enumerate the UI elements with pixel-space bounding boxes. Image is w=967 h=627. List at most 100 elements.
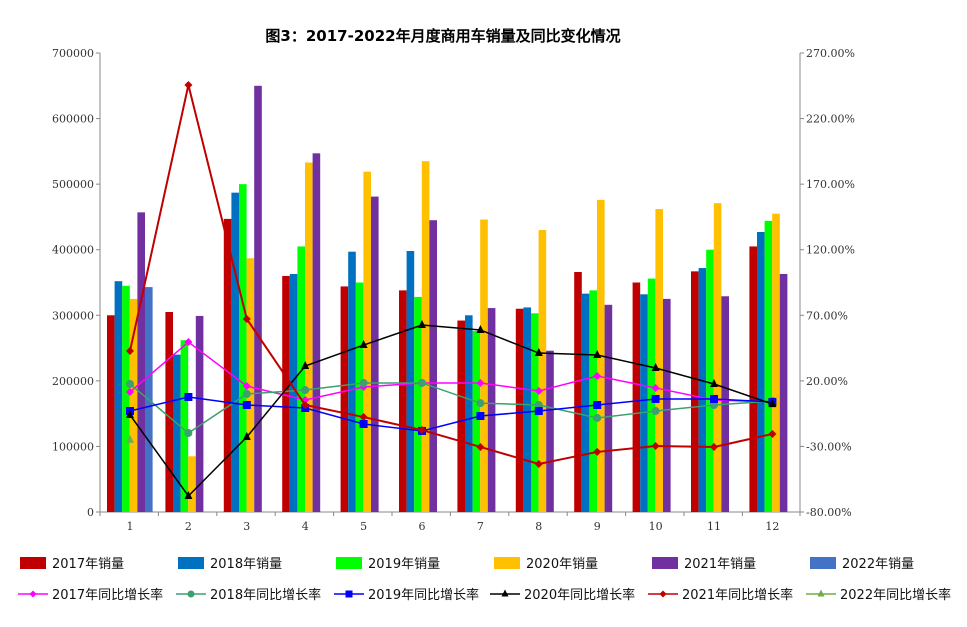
line-2020年同比增长率 (129, 324, 773, 498)
bar-2018年销量 (348, 251, 356, 512)
bar-2017年销量 (691, 271, 699, 512)
bar-2021年销量 (137, 212, 145, 513)
point-2019年同比增长率 (651, 394, 660, 403)
point-2018年同比增长率 (418, 378, 426, 387)
bar-2019年销量 (472, 331, 481, 512)
right-tick-label: -30.00% (806, 440, 852, 453)
x-tick-label: 3 (243, 520, 250, 533)
bar-2017年销量 (107, 315, 115, 512)
x-tick-label: 7 (477, 520, 484, 533)
point-2021年同比增长率 (126, 346, 134, 355)
legend-marker (345, 590, 353, 598)
line-2019年同比增长率 (129, 396, 773, 432)
point-2021年同比增长率 (418, 426, 426, 435)
left-tick-label: 500000 (52, 178, 94, 191)
bar-2018年销量 (173, 354, 181, 512)
point-2021年同比增长率 (768, 429, 777, 438)
point-2020年同比增长率 (710, 379, 718, 388)
point-2020年同比增长率 (476, 324, 485, 333)
point-2018年同比增长率 (534, 400, 543, 409)
right-tick-label: 70.00% (806, 309, 848, 322)
bar-2018年销量 (640, 294, 648, 512)
bar-2021年销量 (487, 308, 496, 512)
x-tick-label: 1 (127, 520, 134, 533)
legend-swatch (20, 557, 46, 569)
legend-label: 2017年同比增长率 (52, 587, 163, 603)
legend-marker (187, 590, 195, 598)
bar-2019年销量 (297, 246, 305, 512)
point-2018年同比增长率 (242, 389, 251, 398)
point-2020年同比增长率 (593, 350, 602, 359)
legend-label: 2022年同比增长率 (840, 587, 951, 603)
bar-2021年销量 (604, 304, 613, 512)
bar-2019年销量 (122, 285, 130, 512)
x-tick-label: 6 (419, 520, 426, 533)
bar-2020年销量 (305, 162, 313, 513)
bar-2020年销量 (772, 213, 780, 512)
point-2019年同比增长率 (184, 392, 193, 401)
bar-2021年销量 (429, 220, 437, 512)
line-2018年同比增长率 (129, 382, 773, 434)
point-2018年同比增长率 (593, 413, 602, 422)
bar-2020年销量 (713, 203, 722, 512)
bar-2021年销量 (663, 298, 671, 512)
bar-2020年销量 (655, 209, 663, 512)
point-2018年同比增长率 (710, 400, 718, 409)
point-2019年同比增长率 (476, 412, 485, 421)
bar-2021年销量 (371, 196, 379, 512)
legend-marker (659, 590, 667, 598)
point-2021年同比增长率 (593, 447, 602, 456)
legend-label: 2019年销量 (368, 557, 440, 572)
left-tick-label: 200000 (52, 375, 94, 388)
point-2020年同比增长率 (184, 491, 193, 500)
legend-label: 2017年销量 (52, 557, 124, 572)
point-2017年同比增长率 (534, 386, 543, 395)
bar-2017年销量 (749, 246, 757, 512)
point-2022年同比增长率 (126, 434, 134, 443)
point-2019年同比增长率 (593, 400, 602, 409)
point-2018年同比增长率 (301, 386, 310, 395)
chart-title: 图3：2017-2022年月度商用车销量及同比变化情况 (265, 27, 620, 45)
point-2019年同比增长率 (710, 394, 718, 403)
point-2017年同比增长率 (184, 338, 193, 347)
bar-2017年销量 (165, 312, 173, 512)
legend-label: 2022年销量 (842, 557, 914, 572)
legend-label: 2021年同比增长率 (682, 587, 793, 603)
point-2017年同比增长率 (593, 372, 602, 381)
bar-2020年销量 (363, 171, 371, 513)
legend-label: 2018年同比增长率 (210, 587, 321, 603)
bar-2020年销量 (188, 456, 196, 512)
bar-2018年销量 (114, 281, 123, 512)
right-tick-label: -80.00% (806, 506, 852, 519)
bar-2017年销量 (515, 308, 524, 512)
right-tick-label: 170.00% (806, 178, 855, 191)
point-2020年同比增长率 (242, 431, 251, 440)
bar-2017年销量 (399, 290, 407, 512)
bar-2017年销量 (457, 320, 465, 512)
point-2020年同比增长率 (768, 399, 777, 408)
point-2021年同比增长率 (710, 442, 718, 451)
point-2021年同比增长率 (301, 400, 310, 409)
legend-swatch (810, 557, 836, 569)
bar-2018年销量 (581, 293, 590, 512)
legend-marker (501, 589, 509, 597)
x-tick-label: 9 (594, 520, 601, 533)
bar-2017年销量 (223, 218, 232, 512)
legend-label: 2018年销量 (210, 557, 282, 572)
right-tick-label: 220.00% (806, 113, 855, 126)
point-2021年同比增长率 (476, 442, 485, 451)
bar-2018年销量 (406, 251, 415, 513)
bar-2019年销量 (764, 220, 773, 512)
point-2020年同比增长率 (534, 348, 543, 357)
point-2018年同比增长率 (359, 378, 368, 387)
bar-2017年销量 (340, 286, 349, 512)
bar-2020年销量 (246, 258, 255, 512)
bar-2018年销量 (231, 192, 239, 512)
bar-2018年销量 (465, 315, 473, 512)
point-2018年同比增长率 (651, 407, 660, 416)
point-2019年同比增长率 (534, 407, 543, 416)
x-tick-label: 2 (185, 520, 192, 533)
legend-label: 2021年销量 (684, 557, 756, 572)
